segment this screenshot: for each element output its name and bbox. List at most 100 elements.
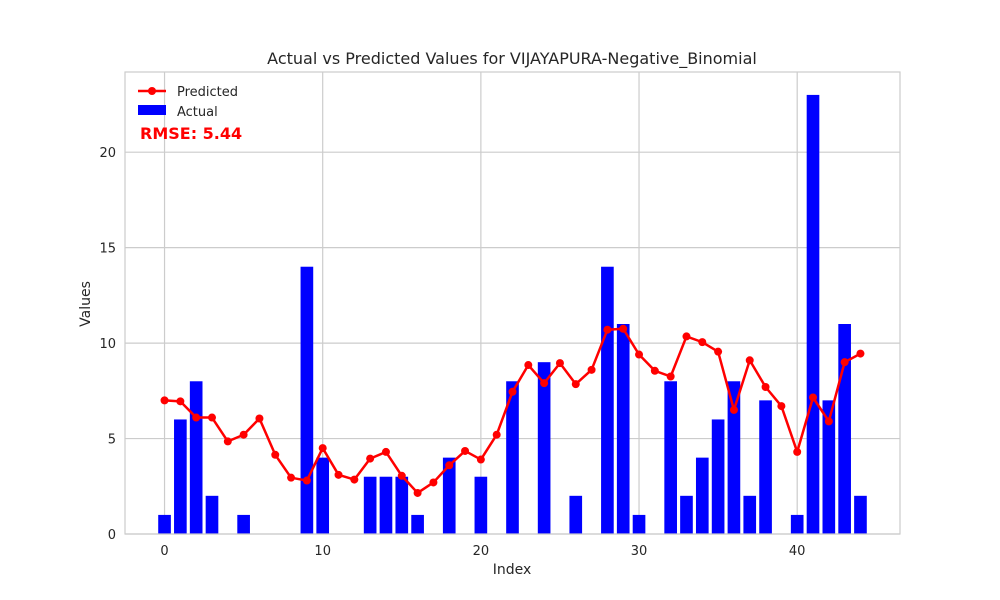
- actual-bar: [695, 457, 709, 534]
- predicted-point: [287, 473, 296, 482]
- plot-frame: [124, 71, 901, 535]
- actual-bar: [316, 457, 330, 534]
- actual-bar: [680, 495, 693, 534]
- y-tick-label: 5: [108, 433, 116, 448]
- predicted-point: [381, 447, 390, 456]
- actual-bar: [474, 476, 488, 534]
- actual-bar: [601, 266, 614, 534]
- predicted-point: [698, 338, 707, 347]
- legend: Predicted Actual: [138, 85, 238, 120]
- predicted-point: [461, 446, 470, 455]
- rmse-annotation: RMSE: 5.44: [140, 124, 242, 143]
- predicted-point: [540, 379, 549, 388]
- actual-bar: [411, 514, 424, 534]
- predicted-point: [492, 430, 501, 439]
- actual-bar: [569, 495, 583, 534]
- predicted-point: [714, 347, 723, 356]
- x-tick-label: 0: [160, 544, 168, 559]
- actual-bar: [205, 495, 219, 534]
- predicted-point: [397, 471, 406, 480]
- actual-bar: [189, 381, 203, 534]
- actual-bar: [395, 476, 409, 534]
- predicted-point: [207, 413, 216, 422]
- predicted-series: [160, 324, 865, 497]
- predicted-point: [160, 396, 169, 405]
- predicted-point: [555, 359, 564, 368]
- predicted-point: [729, 405, 738, 414]
- actual-bar: [743, 495, 757, 534]
- predicted-point: [809, 393, 818, 402]
- y-tick-label: 20: [99, 146, 116, 161]
- x-tick-label: 30: [631, 544, 648, 559]
- actual-bar: [759, 400, 772, 534]
- predicted-point: [650, 366, 659, 375]
- actual-bar: [822, 400, 836, 534]
- predicted-point: [318, 444, 327, 453]
- predicted-point: [350, 475, 359, 484]
- x-tick-label: 20: [473, 544, 490, 559]
- chart-title: Actual vs Predicted Values for VIJAYAPUR…: [267, 49, 757, 69]
- predicted-point: [619, 324, 628, 333]
- actual-bar: [506, 381, 519, 534]
- predicted-point: [666, 372, 675, 381]
- x-axis-label: Index: [493, 562, 532, 578]
- predicted-point: [176, 397, 185, 406]
- predicted-point: [856, 349, 865, 358]
- predicted-point: [366, 454, 375, 463]
- actual-bar: [174, 419, 187, 534]
- actual-bar: [442, 457, 456, 534]
- predicted-point: [635, 350, 644, 359]
- actual-bar: [616, 324, 630, 534]
- actual-bar: [664, 381, 677, 534]
- actual-bar: [379, 476, 393, 534]
- actual-bar: [838, 324, 851, 534]
- legend-predicted-swatch-marker: [148, 87, 156, 95]
- predicted-point: [255, 414, 264, 423]
- predicted-point: [793, 447, 802, 456]
- predicted-point: [745, 356, 754, 365]
- actual-bar: [727, 381, 741, 534]
- actual-bar: [237, 514, 250, 534]
- actual-bar: [711, 419, 725, 534]
- actual-bar: [854, 495, 867, 534]
- x-tick-label: 40: [789, 544, 806, 559]
- predicted-point: [761, 383, 770, 391]
- predicted-point: [824, 417, 833, 426]
- x-tick-label: 10: [314, 544, 331, 559]
- actual-bar: [300, 266, 314, 534]
- y-tick-label: 15: [99, 242, 116, 257]
- predicted-point: [271, 450, 280, 459]
- predicted-point: [524, 361, 533, 370]
- actual-bar: [537, 362, 551, 534]
- y-axis-label: Values: [78, 281, 94, 327]
- legend-predicted-label: Predicted: [177, 85, 238, 100]
- predicted-point: [429, 478, 438, 487]
- predicted-point: [445, 461, 454, 470]
- actual-bar: [158, 514, 171, 534]
- legend-actual-swatch: [138, 105, 166, 115]
- predicted-point: [682, 332, 691, 341]
- predicted-point: [192, 413, 201, 422]
- y-tick-label: 0: [108, 528, 116, 543]
- y-tick-label: 10: [99, 337, 116, 352]
- predicted-point: [239, 430, 248, 439]
- predicted-point: [302, 476, 311, 485]
- predicted-point: [476, 455, 485, 464]
- actual-bar: [790, 514, 804, 534]
- predicted-point: [603, 325, 612, 334]
- actual-bar: [632, 514, 646, 534]
- predicted-point: [413, 488, 422, 497]
- tick-labels: 0 10 20 30 40 0 5 10 15 20: [99, 146, 805, 559]
- predicted-point: [508, 387, 517, 396]
- predicted-point: [223, 437, 232, 446]
- predicted-point: [587, 365, 596, 374]
- predicted-point: [334, 470, 343, 479]
- legend-actual-label: Actual: [177, 105, 218, 120]
- predicted-point: [571, 380, 580, 389]
- actual-bar: [363, 476, 377, 534]
- predicted-point: [840, 358, 849, 367]
- predicted-point: [777, 402, 786, 411]
- actual-bar: [806, 94, 820, 534]
